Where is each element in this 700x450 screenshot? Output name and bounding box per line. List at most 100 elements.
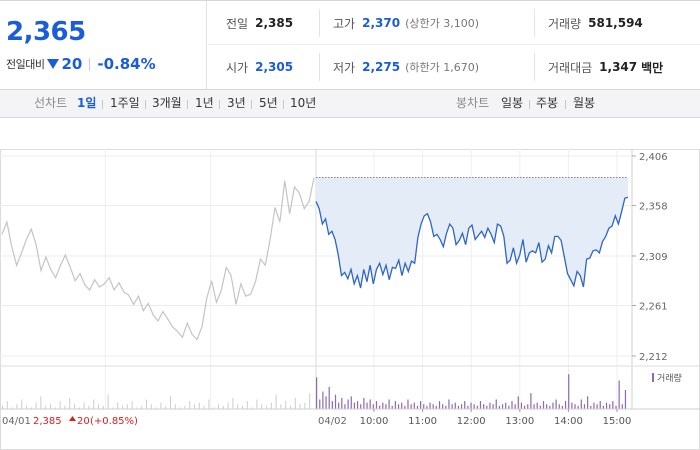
volume-bar (356, 401, 359, 409)
volume-bar (549, 405, 551, 409)
volume-bar (316, 377, 318, 409)
volume-bar (304, 402, 306, 409)
volume-bar (489, 402, 491, 409)
volume-bar (69, 397, 71, 409)
tab-weekly-candle[interactable]: 주봉 (536, 96, 559, 110)
volume-bar (410, 404, 412, 409)
volume-bar (385, 404, 387, 409)
stat-value: 2,385 (255, 16, 294, 30)
x-axis: 04/01 2,385 20 (+0.85%) 04/02 10:00 11:00 12:00… (0, 408, 700, 427)
volume-legend-swatch (652, 373, 654, 382)
change-rate: -0.84% (97, 55, 156, 73)
volume-bar (189, 401, 191, 409)
volume-bar (423, 404, 425, 409)
volume-bar (470, 402, 472, 409)
volume-bar (533, 404, 535, 409)
volume-bar (242, 405, 243, 409)
volume-bars: 거래량 (0, 365, 700, 409)
volume-bar (112, 407, 114, 409)
x-date-label-today: 04/02 (318, 416, 347, 427)
stat-lower-limit: (하한가 1,670) (405, 61, 479, 74)
volume-bar (107, 394, 109, 409)
volume-bar (98, 404, 99, 409)
divider (319, 53, 320, 81)
x-date-label-prev: 04/01 (2, 416, 31, 427)
volume-bar (593, 402, 595, 409)
volume-bar (174, 404, 176, 409)
tab-1-day[interactable]: 1일 (77, 96, 97, 110)
volume-bar (498, 405, 500, 409)
prev-close-label: 2,385 (33, 416, 62, 427)
volume-bar (442, 404, 444, 409)
volume-bar (179, 407, 181, 409)
price-stats-grid: 전일 2,385 고가 2,370 (상한가 3,100) 거래량 581,59… (208, 1, 700, 89)
stat-label: 저가 (333, 60, 356, 75)
tab-monthly-candle[interactable]: 월봉 (573, 96, 596, 110)
tab-3-years[interactable]: 3년 (227, 96, 246, 110)
stat-label: 거래대금 (548, 60, 593, 75)
volume-bar (155, 407, 157, 409)
volume-bar (596, 404, 598, 409)
volume-bar (426, 405, 428, 409)
volume-bar (299, 404, 301, 409)
volume-bar (369, 399, 371, 409)
volume-bar (587, 396, 589, 409)
down-triangle-icon (47, 59, 60, 69)
tab-1-week[interactable]: 1주일 (110, 96, 140, 110)
volume-bar (508, 405, 510, 409)
volume-bar (232, 397, 234, 409)
volume-bar (2, 405, 3, 409)
divider (534, 9, 535, 37)
y-axis: 2,406 2,358 2,309 2,261 2,212 (631, 149, 668, 409)
tab-5-years[interactable]: 5년 (259, 96, 278, 110)
volume-bar (290, 405, 291, 409)
divider (565, 100, 566, 109)
stats-row-2: 시가 2,305 저가 2,275 (하한가 1,670) 거래대금 1,347… (208, 45, 700, 89)
volume-bar (30, 407, 32, 409)
volume-bar (448, 399, 450, 409)
volume-bar (413, 402, 415, 409)
volume-bar (16, 404, 18, 409)
tab-1-year[interactable]: 1년 (195, 96, 214, 110)
volume-bar (609, 404, 611, 409)
volume-bar (416, 405, 419, 409)
tab-3-months[interactable]: 3개월 (152, 96, 182, 110)
quote-summary-panel: 2,365 전일대비 20 -0.84% 전일 2,385 고가 2,370 (… (0, 0, 700, 90)
x-tick-label: 15:00 (603, 416, 632, 427)
volume-bar (141, 405, 143, 409)
y-tick-label: 2,261 (639, 301, 668, 312)
stat-prev-close: 전일 2,385 (226, 1, 293, 45)
stat-high: 고가 2,370 (상한가 3,100) (333, 1, 479, 45)
price-change-row: 전일대비 20 -0.84% (6, 55, 156, 73)
volume-bar (397, 404, 400, 409)
volume-bar (624, 390, 627, 409)
volume-bar (319, 399, 321, 409)
tab-daily-candle[interactable]: 일봉 (501, 96, 524, 110)
volume-bar (564, 401, 567, 409)
volume-bar (251, 407, 253, 409)
stat-value: 1,347 (599, 60, 638, 74)
volume-bar (530, 393, 532, 409)
volume-bar (341, 397, 343, 409)
volume-bar (577, 405, 579, 409)
divider (187, 100, 188, 109)
volume-bar (21, 399, 23, 409)
volume-bar (102, 405, 104, 409)
tab-10-years[interactable]: 10년 (290, 96, 317, 110)
volume-bar (486, 405, 488, 409)
volume-bar (146, 399, 147, 409)
stat-label: 고가 (333, 16, 356, 31)
volume-bar (580, 399, 582, 409)
volume-bar (517, 396, 519, 409)
volume-bar (45, 405, 47, 409)
volume-bar (194, 404, 195, 409)
volume-bar (605, 402, 608, 409)
divider (145, 100, 146, 109)
volume-bar (344, 404, 346, 409)
volume-bar (227, 402, 229, 409)
volume-bar (379, 405, 381, 409)
volume-bar (59, 401, 61, 409)
divider (102, 100, 103, 109)
volume-bar (612, 401, 614, 409)
volume-bar (366, 402, 368, 409)
